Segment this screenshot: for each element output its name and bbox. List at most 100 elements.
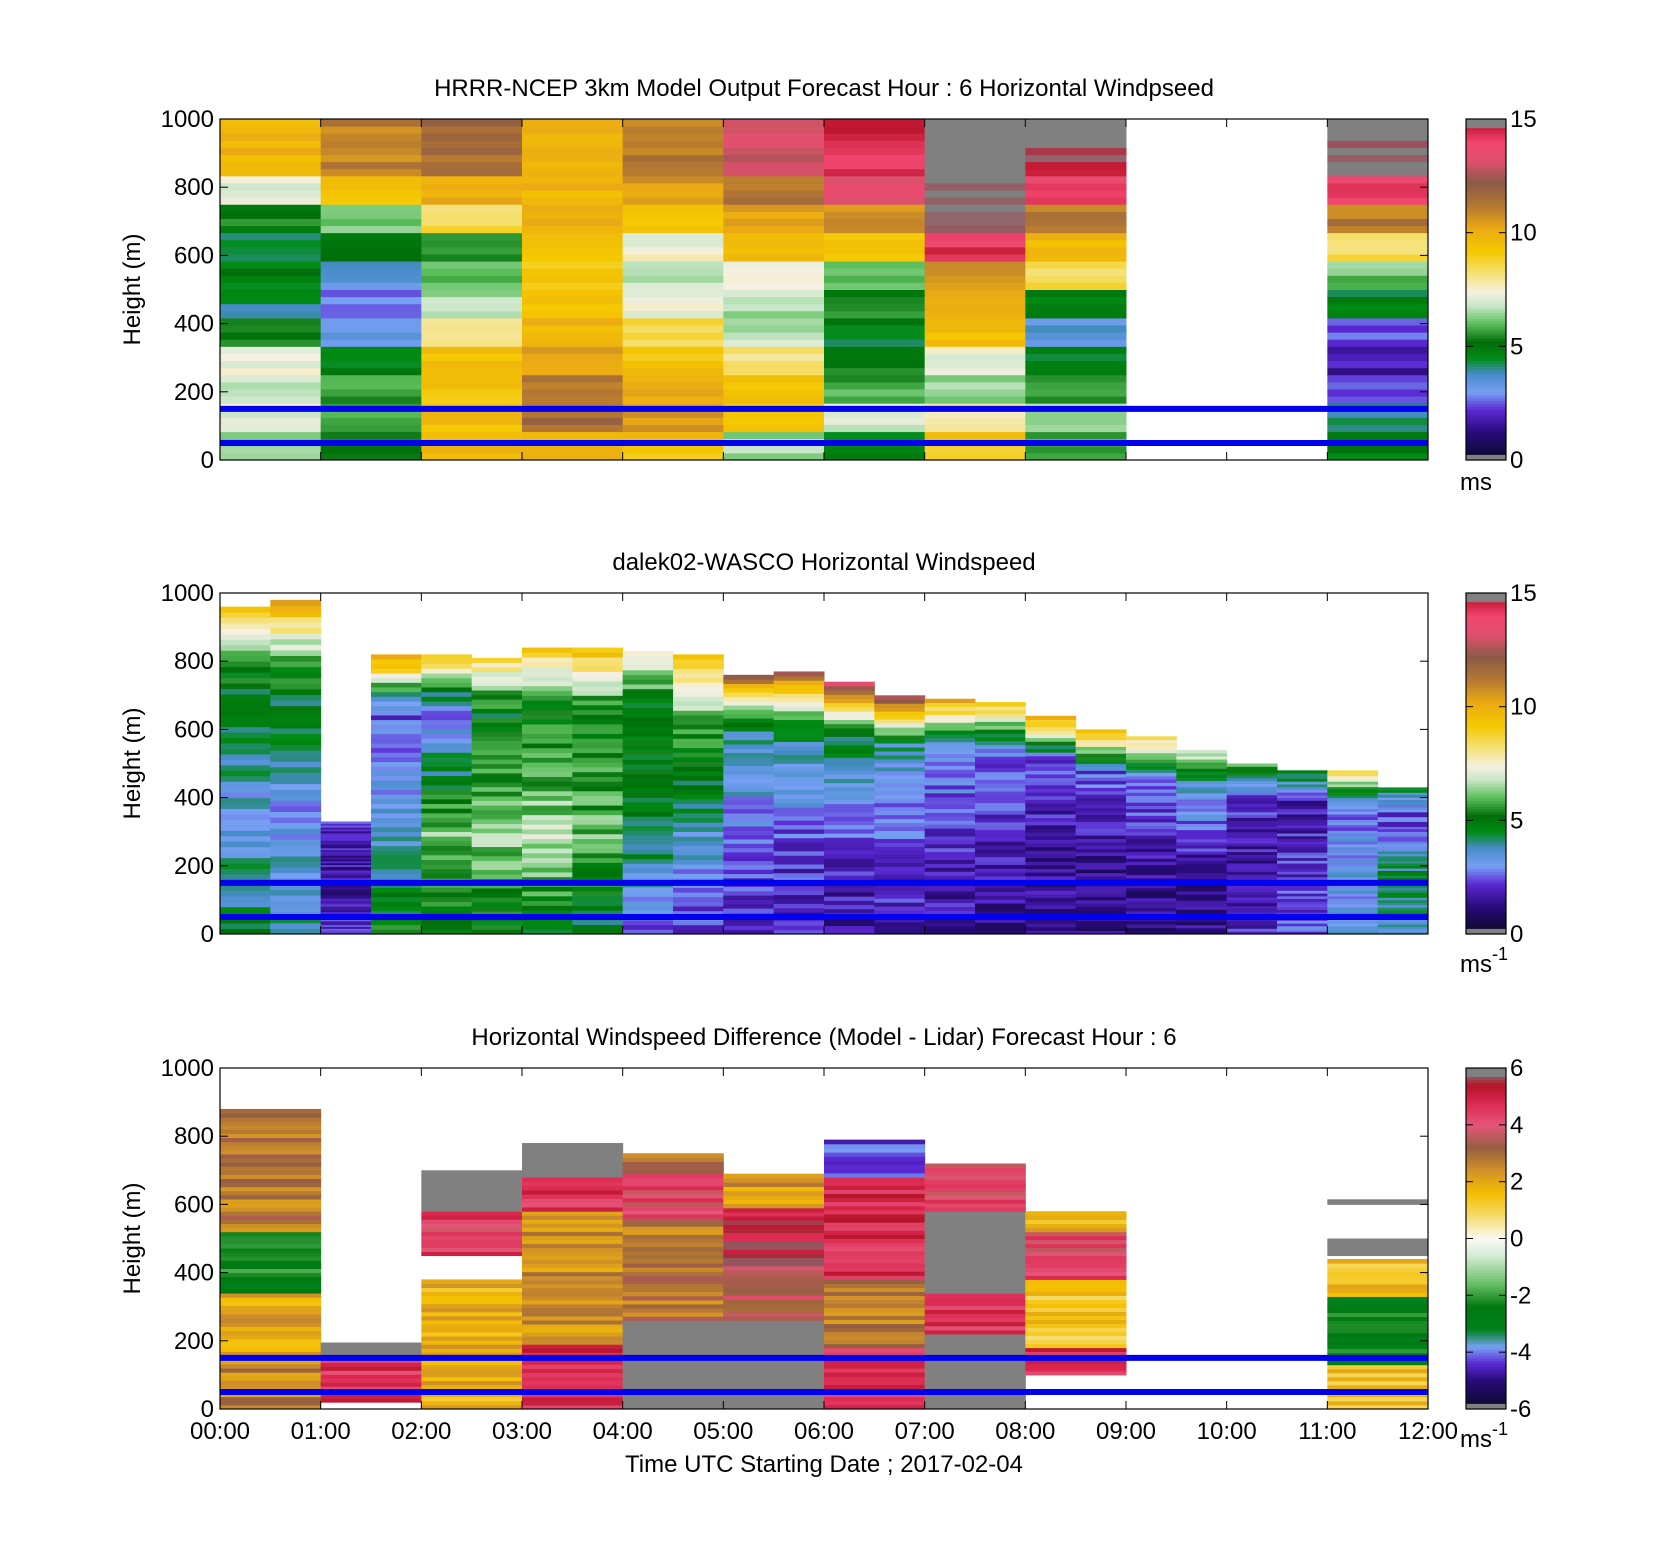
heatmap-cell — [371, 761, 422, 767]
colorbar-step — [1466, 1292, 1506, 1296]
heatmap-cell — [723, 1240, 825, 1246]
heatmap-cell — [270, 861, 322, 868]
heatmap-cell — [1126, 864, 1177, 869]
colorbar-step — [1466, 397, 1506, 401]
heatmap-cell — [522, 381, 624, 390]
heatmap-cell — [723, 856, 775, 862]
heatmap-cell — [824, 1404, 926, 1410]
colorbar-step — [1466, 931, 1506, 935]
heatmap-cell — [723, 1236, 825, 1242]
heatmap-cell — [773, 842, 825, 847]
heatmap-cell — [824, 445, 926, 454]
heatmap-cell — [1277, 778, 1328, 782]
heatmap-cell — [421, 1227, 523, 1232]
heatmap-cell — [522, 1211, 624, 1216]
heatmap-cell — [421, 682, 473, 688]
heatmap-cell — [522, 1283, 624, 1289]
heatmap-cell — [522, 805, 573, 811]
heatmap-cell — [522, 704, 573, 711]
heatmap-cell — [773, 920, 825, 926]
heatmap-cell — [673, 817, 724, 823]
heatmap-cell — [723, 692, 775, 697]
heatmap-cell — [522, 1316, 624, 1321]
heatmap-cell — [824, 715, 875, 721]
heatmap-cell — [371, 896, 422, 902]
heatmap-cell — [1327, 232, 1429, 241]
heatmap-cell — [673, 864, 724, 870]
colorbar-step — [1466, 403, 1506, 407]
heatmap-cell — [723, 864, 775, 870]
heatmap-cell — [723, 1274, 825, 1279]
heatmap-cell — [924, 1264, 1026, 1270]
heatmap-cell — [1025, 828, 1077, 833]
heatmap-cell — [1327, 1242, 1429, 1248]
colorbar-step — [1466, 593, 1506, 597]
heatmap-cell — [471, 694, 523, 700]
heatmap-cell — [1327, 282, 1429, 290]
heatmap-cell — [1176, 826, 1228, 831]
heatmap-cell — [471, 699, 523, 705]
heatmap-cell — [673, 700, 724, 707]
heatmap-cell — [622, 289, 724, 298]
heatmap-cell — [371, 873, 422, 879]
heatmap-cell — [824, 858, 875, 864]
heatmap-cell — [471, 777, 523, 783]
colorbar-step — [1466, 632, 1506, 637]
heatmap-cell — [1025, 1347, 1127, 1353]
heatmap-cell — [924, 225, 1026, 234]
heatmap-cell — [220, 661, 271, 668]
heatmap-cell — [371, 668, 422, 674]
heatmap-cell — [471, 713, 523, 719]
heatmap-cell — [723, 1352, 825, 1358]
heatmap-cell — [824, 900, 875, 906]
colorbar-step — [1466, 136, 1506, 140]
heatmap-cell — [673, 691, 724, 697]
colorbar-step — [1466, 1229, 1506, 1234]
heatmap-cell — [371, 789, 422, 795]
heatmap-cell — [572, 719, 624, 725]
heatmap-cell — [421, 901, 473, 907]
heatmap-cell — [421, 817, 473, 823]
colorbar-step — [1466, 190, 1506, 194]
heatmap-cell — [723, 821, 775, 827]
heatmap-cell — [924, 1252, 1026, 1257]
heatmap-cell — [622, 1165, 724, 1171]
heatmap-cell — [824, 1205, 926, 1211]
heatmap-cell — [723, 1332, 825, 1337]
heatmap-cell — [824, 1303, 926, 1309]
heatmap-cell — [924, 367, 1026, 376]
heatmap-cell — [320, 133, 422, 141]
heatmap-cell — [220, 737, 271, 744]
heatmap-cell — [421, 887, 473, 893]
heatmap-cell — [723, 1299, 825, 1305]
heatmap-cell — [572, 657, 624, 663]
heatmap-cell — [723, 1324, 825, 1329]
heatmap-cell — [1327, 1384, 1429, 1390]
heatmap-cell — [1327, 813, 1379, 818]
heatmap-cell — [924, 1396, 1026, 1402]
heatmap-cell — [924, 737, 976, 743]
heatmap-cell — [1075, 831, 1127, 836]
heatmap-cell — [824, 1327, 926, 1333]
heatmap-cell — [522, 1263, 624, 1269]
colorbar-step — [1466, 851, 1506, 856]
colorbar-step — [1466, 1167, 1506, 1171]
heatmap-cell — [924, 289, 1026, 298]
heatmap-cell — [1025, 759, 1077, 764]
heatmap-cell — [824, 289, 926, 298]
heatmap-cell — [220, 1207, 322, 1212]
heatmap-cell — [522, 168, 624, 177]
colorbar-step — [1466, 919, 1506, 924]
heatmap-cell — [421, 836, 473, 842]
heatmap-cell — [773, 798, 825, 804]
heatmap-cell — [622, 1263, 724, 1268]
heatmap-cell — [924, 773, 976, 778]
heatmap-cell — [1075, 801, 1127, 805]
heatmap-cell — [1075, 790, 1127, 795]
heatmap-cell — [874, 731, 926, 736]
heatmap-cell — [773, 758, 825, 764]
heatmap-cell — [220, 928, 271, 935]
heatmap-cell — [1025, 1259, 1127, 1265]
heatmap-cell — [270, 716, 322, 723]
heatmap-cell — [975, 906, 1026, 912]
